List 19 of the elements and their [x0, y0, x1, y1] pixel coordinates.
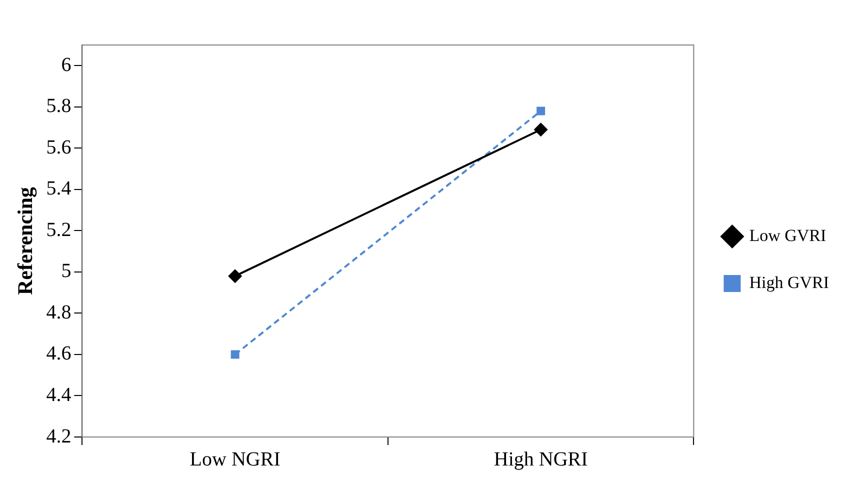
y-tick-label: 5	[61, 260, 72, 282]
x-tick-label: Low NGRI	[190, 448, 280, 470]
y-tick-label: 5.8	[46, 95, 72, 118]
y-tick-label: 5.4	[46, 178, 72, 200]
point	[230, 350, 240, 359]
y-tick-label: 4.2	[46, 425, 72, 448]
legend-label: High GVRI	[749, 272, 830, 292]
y-tick-label: 5.2	[46, 218, 72, 241]
y-tick-label: 4.6	[46, 342, 72, 365]
y-axis-title: Referencing	[13, 186, 38, 296]
x-tick-label: High NGRI	[494, 448, 588, 470]
point	[228, 269, 242, 284]
y-tick-label: 4.4	[46, 384, 72, 406]
y-tick-label: 6	[61, 54, 72, 76]
y-tick-label: 5.6	[46, 136, 72, 158]
y-tick-label: 4.8	[46, 301, 72, 324]
legend-label: Low GVRI	[749, 226, 826, 245]
point	[534, 122, 548, 137]
point	[536, 106, 546, 116]
